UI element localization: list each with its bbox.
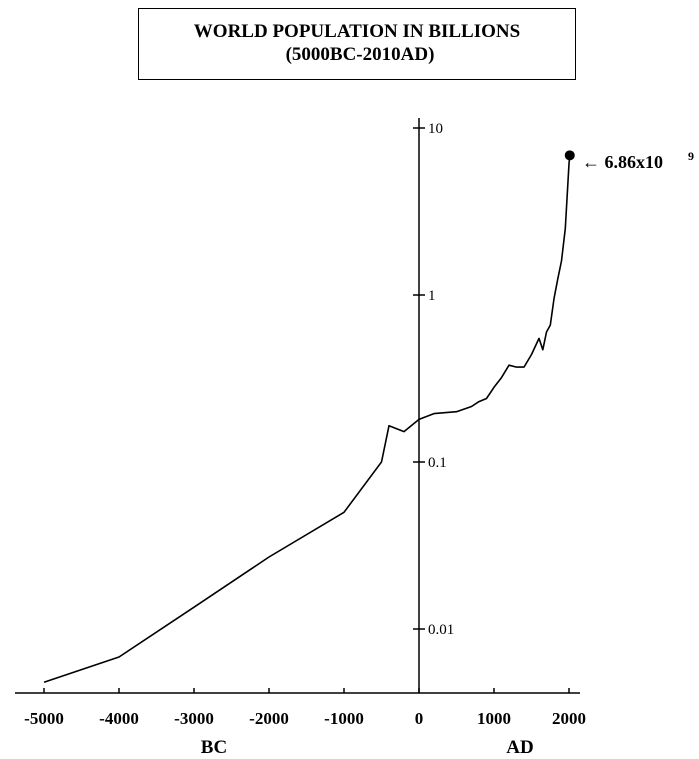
x-tick-label: 2000 (552, 709, 586, 728)
latest-value-annotation: ← 6.86x10 (582, 152, 663, 172)
series (43, 150, 575, 683)
y-tick-label: 1 (428, 288, 436, 304)
chart-title: WORLD POPULATION IN BILLIONS (193, 21, 521, 42)
chart-subtitle: (5000BC-2010AD) (285, 44, 435, 65)
population-line (43, 155, 571, 683)
x-tick-label: -2000 (249, 709, 289, 728)
end-marker-dot (564, 150, 575, 161)
era-label-ad: AD (506, 737, 533, 758)
y-ticks: 0.01 0.1 1 10 (413, 121, 454, 638)
x-tick-label: -3000 (174, 709, 214, 728)
x-ticks: -5000 -4000 -3000 -2000 -1000 0 1000 2000 (24, 688, 586, 728)
era-label-bc: BC (201, 737, 227, 758)
y-tick-label: 10 (428, 121, 443, 137)
y-tick-label: 0.01 (428, 622, 454, 638)
x-tick-label: 1000 (477, 709, 511, 728)
x-tick-label: -4000 (99, 709, 139, 728)
x-tick-label: 0 (415, 709, 424, 728)
x-tick-label: -1000 (324, 709, 364, 728)
y-tick-label: 0.1 (428, 455, 447, 471)
axes (15, 118, 580, 694)
x-tick-label: -5000 (24, 709, 64, 728)
chart-title-box: WORLD POPULATION IN BILLIONS (5000BC-201… (138, 8, 576, 80)
latest-value-exponent: 9 (688, 149, 694, 163)
